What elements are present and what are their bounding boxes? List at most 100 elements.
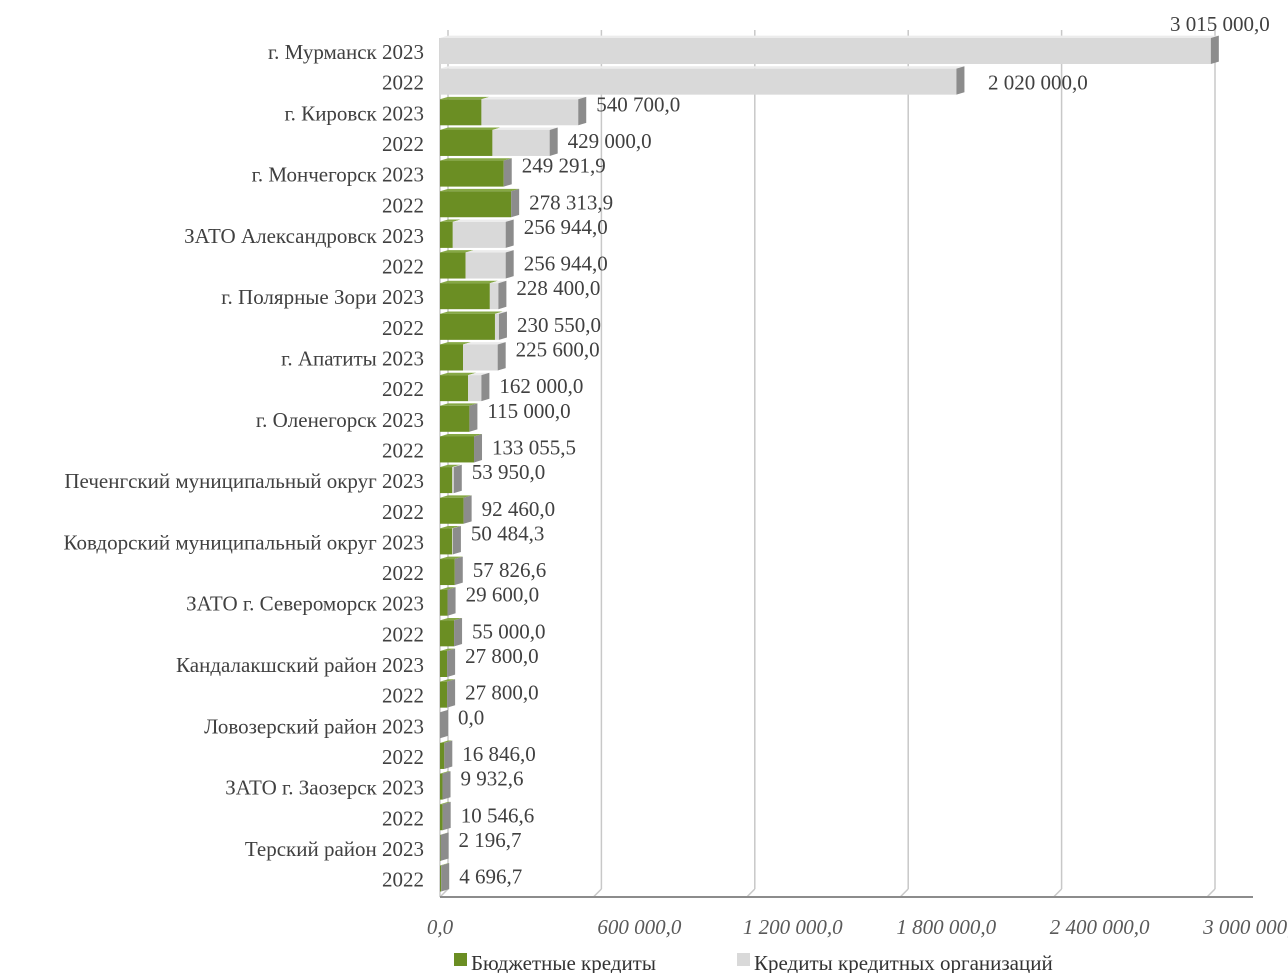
legend-swatch-budget <box>454 953 467 966</box>
value-label-22: 0,0 <box>458 705 484 729</box>
bar-top-0-10 <box>440 342 472 345</box>
value-label-6: 256 944,0 <box>524 215 608 239</box>
category-label-5: 2022 <box>382 193 424 217</box>
category-label-2: г. Кировск 2023 <box>284 101 424 125</box>
bar-end-17 <box>454 556 463 586</box>
bar-0-17 <box>440 559 455 586</box>
gridline-foot-3 <box>899 888 909 898</box>
category-label-15: 2022 <box>382 500 424 524</box>
value-label-9: 230 550,0 <box>517 313 601 337</box>
bar-0-15 <box>440 497 464 524</box>
bar-0-8 <box>440 283 490 310</box>
bar-end-12 <box>469 403 478 432</box>
value-label-4: 249 291,9 <box>522 154 606 178</box>
value-label-23: 16 846,0 <box>462 742 536 766</box>
bar-end-15 <box>463 495 472 524</box>
bar-top-0-12 <box>440 403 478 406</box>
value-label-5: 278 313,9 <box>529 190 613 214</box>
bar-end-4 <box>503 158 512 187</box>
value-label-20: 27 800,0 <box>465 644 539 668</box>
value-label-3: 429 000,0 <box>568 129 652 153</box>
category-label-17: 2022 <box>382 561 424 585</box>
bar-0-24 <box>440 773 443 800</box>
bar-0-19 <box>440 620 455 647</box>
bar-0-11 <box>440 375 469 402</box>
bar-1-16 <box>452 528 453 555</box>
bars <box>440 35 1219 892</box>
bar-0-7 <box>440 252 466 279</box>
bar-0-2 <box>440 99 482 126</box>
bar-end-25 <box>442 801 451 831</box>
bar-end-19 <box>454 617 463 647</box>
bar-0-5 <box>440 191 512 218</box>
bar-1-6 <box>452 221 506 248</box>
bar-top-0-4 <box>440 158 512 161</box>
value-label-12: 115 000,0 <box>487 399 570 423</box>
bar-end-3 <box>549 127 558 156</box>
category-label-27: 2022 <box>382 868 424 892</box>
bar-top-0-19 <box>440 617 463 621</box>
bar-0-12 <box>440 405 470 432</box>
bar-1-9 <box>494 313 499 340</box>
value-label-13: 133 055,5 <box>492 435 576 459</box>
category-label-16: Ковдорский муниципальный округ 2023 <box>64 530 424 554</box>
category-label-22: Ловозерский район 2023 <box>204 714 424 738</box>
bar-0-4 <box>440 160 504 187</box>
category-label-10: г. Апатиты 2023 <box>281 347 424 371</box>
bar-0-13 <box>440 436 475 463</box>
bar-top-0-27 <box>440 863 450 866</box>
value-label-15: 92 460,0 <box>482 497 555 521</box>
legend-swatch-credit-org <box>737 953 750 966</box>
gridline-foot-2 <box>746 888 756 898</box>
bar-end-11 <box>481 372 490 402</box>
bar-top-1-8 <box>489 280 507 284</box>
x-axis: 0,0 600 000,0 1 200 000,0 1 800 000,0 2 400 … <box>427 896 1288 939</box>
bar-top-1-16 <box>452 526 461 529</box>
bar-end-2 <box>578 96 587 126</box>
bar-top-1-0 <box>440 35 1219 38</box>
value-label-1: 2 020 000,0 <box>988 71 1088 95</box>
bar-0-25 <box>440 804 443 831</box>
bar-top-0-25 <box>440 801 451 805</box>
bar-end-6 <box>505 219 514 248</box>
bar-end-10 <box>497 342 506 371</box>
bar-end-7 <box>505 250 514 279</box>
bar-0-26 <box>440 834 441 861</box>
bar-0-3 <box>440 129 493 156</box>
category-label-8: г. Полярные Зори 2023 <box>221 285 424 309</box>
category-label-7: 2022 <box>382 255 424 279</box>
bar-top-0-23 <box>440 740 453 743</box>
bar-0-27 <box>440 865 442 892</box>
bar-0-18 <box>440 589 448 616</box>
bar-end-26 <box>440 832 449 861</box>
value-label-24: 9 932,6 <box>461 767 524 791</box>
bar-end-23 <box>444 740 453 769</box>
category-label-21: 2022 <box>382 684 424 708</box>
bar-1-10 <box>463 344 498 371</box>
bar-top-1-11 <box>468 372 490 376</box>
bar-top-0-2 <box>440 96 490 100</box>
bar-1-3 <box>492 129 550 156</box>
value-label-26: 2 196,7 <box>459 828 522 852</box>
bar-end-9 <box>498 311 507 340</box>
bar-0-9 <box>440 313 495 340</box>
value-label-27: 4 696,7 <box>459 865 522 889</box>
bar-end-20 <box>447 648 456 677</box>
bar-top-0-15 <box>440 495 472 498</box>
bar-top-0-7 <box>440 250 474 253</box>
bar-top-1-2 <box>481 96 587 100</box>
bar-top-0-9 <box>440 311 503 314</box>
category-label-23: 2022 <box>382 745 424 769</box>
bar-top-0-8 <box>440 280 498 284</box>
value-label-8: 228 400,0 <box>516 276 600 300</box>
bar-1-0 <box>440 38 1211 64</box>
category-labels: г. Мурманск 2023 2022 г. Кировск 2023 2022 г… <box>64 40 424 892</box>
bar-top-0-26 <box>440 832 449 835</box>
bar-0-20 <box>440 651 448 677</box>
value-label-10: 225 600,0 <box>516 338 600 362</box>
bar-top-0-17 <box>440 556 463 560</box>
bar-end-13 <box>474 434 483 463</box>
bar-end-22 <box>440 709 448 739</box>
bar-top-0-16 <box>440 526 461 529</box>
x-tick-label-3: 1 800 000,0 <box>896 915 996 939</box>
